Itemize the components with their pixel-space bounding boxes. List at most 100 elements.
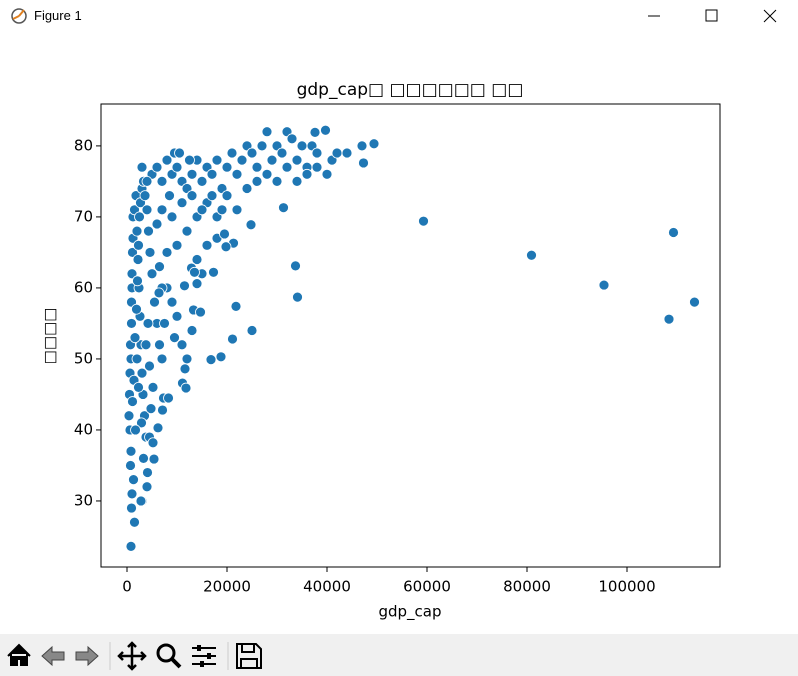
point (281, 126, 293, 138)
point (138, 176, 149, 187)
point (129, 332, 141, 344)
point (196, 268, 208, 280)
point (201, 161, 213, 173)
point (221, 161, 233, 173)
point (130, 424, 141, 436)
point (151, 161, 163, 173)
configure-button[interactable] (197, 645, 201, 651)
toolbar-icons (7, 641, 262, 671)
point (146, 168, 158, 180)
point (261, 126, 273, 138)
point (129, 516, 140, 528)
point (191, 254, 203, 265)
point (132, 275, 143, 287)
y-tick-label: 80 (74, 136, 93, 154)
point (191, 154, 203, 166)
point (161, 282, 173, 294)
close[interactable] (763, 9, 777, 23)
point (278, 202, 289, 214)
point (301, 161, 313, 173)
point (127, 396, 138, 407)
point (126, 282, 138, 294)
home-button[interactable] (7, 643, 31, 666)
save-button[interactable] (236, 643, 262, 669)
window-controls[interactable] (630, 0, 790, 32)
point (208, 266, 219, 278)
point (266, 154, 278, 166)
point (186, 325, 198, 336)
point (598, 279, 610, 291)
point (147, 437, 159, 449)
maximize[interactable] (705, 9, 718, 22)
point (125, 353, 137, 365)
x-tick-label: 0 (122, 578, 132, 596)
point (147, 381, 159, 393)
point (261, 168, 273, 180)
point (321, 168, 333, 180)
point (301, 168, 313, 180)
point (142, 467, 153, 478)
point (201, 239, 213, 251)
point (296, 140, 308, 152)
zoom-button[interactable] (156, 643, 176, 663)
point (181, 225, 193, 237)
point (181, 353, 193, 365)
point (211, 154, 223, 166)
point (146, 268, 158, 280)
point (663, 313, 675, 325)
point (138, 452, 149, 464)
point (191, 278, 203, 290)
point (136, 367, 148, 379)
point (181, 183, 193, 194)
point (161, 247, 173, 258)
point (169, 332, 180, 344)
point (320, 124, 331, 136)
point (276, 147, 288, 159)
pan-button[interactable] (117, 641, 147, 671)
point (215, 351, 227, 363)
point (133, 381, 144, 393)
point (309, 127, 321, 138)
point (133, 282, 145, 294)
point (179, 363, 191, 375)
point (191, 211, 203, 223)
point (177, 377, 188, 389)
point (251, 161, 263, 173)
point (125, 445, 137, 457)
x-axis-label: gdp_cap (378, 603, 441, 622)
point (141, 176, 153, 187)
point (136, 495, 148, 507)
point (311, 147, 323, 159)
point (216, 183, 228, 194)
point (125, 541, 137, 552)
point (271, 176, 283, 187)
point (221, 190, 233, 202)
back-button[interactable] (41, 645, 65, 667)
point (126, 318, 137, 329)
point (144, 247, 156, 258)
point (176, 339, 188, 351)
point (668, 227, 679, 238)
point (151, 318, 163, 329)
point (220, 241, 232, 253)
point (246, 147, 258, 159)
y-tick-label: 30 (74, 491, 93, 509)
point (281, 161, 293, 173)
forward-button[interactable] (75, 645, 99, 667)
point (231, 204, 243, 216)
y-axis-label: □□□□ (41, 308, 59, 365)
point (241, 183, 253, 194)
point (139, 410, 150, 422)
x-tick-label: 20000 (203, 578, 251, 596)
point (126, 268, 138, 280)
point (291, 154, 303, 166)
point (131, 303, 142, 315)
point (189, 266, 200, 278)
point (195, 306, 206, 318)
point (126, 296, 137, 308)
point (142, 318, 154, 329)
point (251, 176, 263, 187)
point (137, 389, 149, 400)
